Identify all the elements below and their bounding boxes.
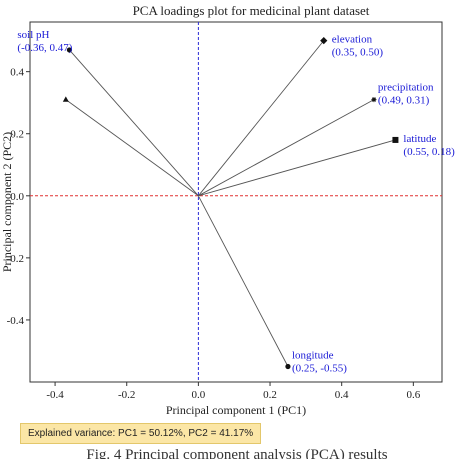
- point-marker: [320, 37, 328, 45]
- point-label-name: precipitation: [378, 82, 434, 94]
- point-labels: soil pH(-0.36, 0.47) elevation(0.35, 0.50…: [17, 29, 455, 375]
- plot-area: [29, 21, 443, 383]
- y-tick-label: -0.2: [7, 253, 24, 265]
- point-label-coordinates: (-0.36, 0.47): [17, 42, 72, 54]
- loading-vector: [198, 139, 396, 197]
- point-marker: [371, 97, 377, 103]
- point-label-coordinates: (0.35, 0.50): [332, 47, 384, 59]
- point-label-name: soil pH: [17, 29, 49, 41]
- loading-vectors: [65, 40, 396, 367]
- y-tick-label: 0.4: [10, 67, 24, 79]
- loading-vector: [198, 99, 375, 197]
- point-label-coordinates: (0.49, 0.31): [378, 95, 430, 107]
- point-marker: [285, 363, 291, 370]
- loading-vector: [69, 49, 199, 197]
- y-axis-ticks: -0.4 -0.2 0.0 0.2 0.4: [7, 67, 30, 327]
- x-tick-label: 0.2: [263, 389, 277, 401]
- x-tick-label: -0.4: [46, 389, 64, 401]
- loading-vector: [198, 40, 325, 197]
- chart-title: PCA loadings plot for medicinal plant da…: [133, 3, 370, 18]
- figure-caption: Fig. 4 Principal component analysis (PCA…: [86, 447, 388, 459]
- point-label-name: elevation: [332, 34, 373, 46]
- x-tick-label: -0.2: [118, 389, 135, 401]
- y-tick-label: -0.4: [7, 315, 25, 327]
- point-marker: [62, 96, 69, 102]
- x-tick-label: 0.6: [406, 389, 420, 401]
- y-tick-label: 0.0: [10, 191, 24, 203]
- point-label-name: latitude: [403, 133, 436, 145]
- loading-markers: [62, 37, 399, 370]
- point-marker: [66, 47, 73, 53]
- x-axis-ticks: -0.4 -0.2 0.0 0.2 0.4 0.6: [46, 382, 421, 401]
- point-marker: [392, 136, 399, 143]
- explained-variance-note: Explained variance: PC1 = 50.12%, PC2 = …: [20, 423, 262, 444]
- point-label-coordinates: (0.25, -0.55): [292, 362, 347, 374]
- x-tick-label: 0.0: [192, 389, 206, 401]
- y-tick-label: 0.2: [10, 129, 24, 141]
- x-axis-label: Principal component 1 (PC1): [166, 403, 306, 417]
- reference-lines: [30, 22, 442, 382]
- point-label-name: longitude: [292, 349, 334, 361]
- loading-vector: [65, 99, 199, 197]
- point-label-coordinates: (0.55, 0.18): [403, 146, 455, 158]
- x-tick-label: 0.4: [335, 389, 349, 401]
- loading-vector: [197, 195, 289, 367]
- y-axis-label: Principal component 2 (PC2): [0, 132, 14, 272]
